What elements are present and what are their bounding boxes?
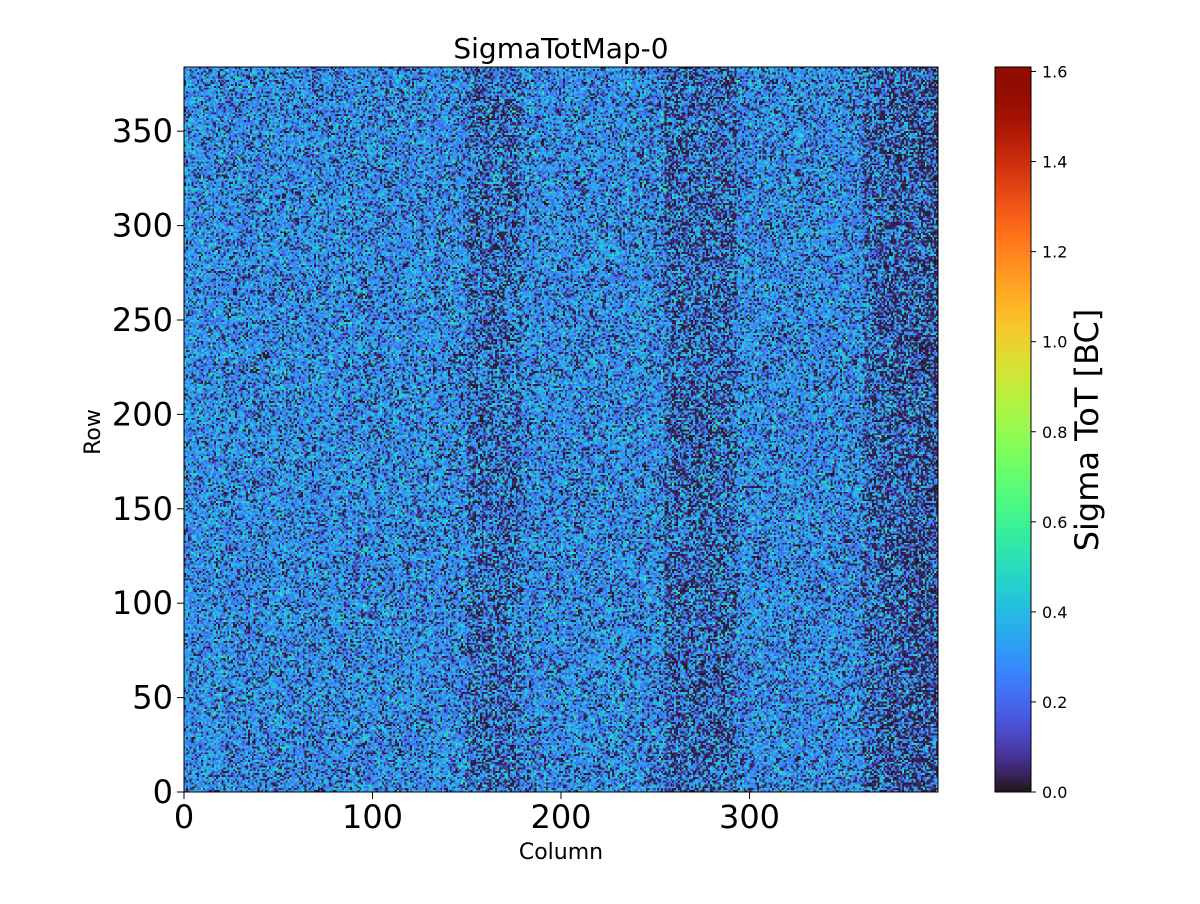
x-tick-label: 200 — [530, 798, 591, 836]
colorbar-tick-label: 1.6 — [1042, 63, 1067, 82]
colorbar-tick-label: 1.2 — [1042, 243, 1067, 262]
colorbar-tick-label: 0.6 — [1042, 513, 1067, 532]
colorbar-label: Sigma ToT [BC] — [1068, 309, 1106, 552]
x-axis-label: Column — [519, 840, 603, 865]
colorbar-tick-label: 0.0 — [1042, 783, 1067, 802]
y-tick-label: 100 — [112, 584, 173, 622]
y-tick-label: 150 — [112, 490, 173, 528]
colorbar-tick-label: 0.2 — [1042, 693, 1067, 712]
y-tick-label: 300 — [112, 207, 173, 245]
colorbar: 0.0 0.2 0.4 0.6 0.8 1.0 1.2 1.4 1.6 Sigma ToT [B… — [994, 63, 1106, 802]
y-axis: 0 50 100 150 200 250 300 350 — [112, 112, 184, 811]
colorbar-frame — [994, 66, 1032, 793]
y-tick-label: 50 — [132, 679, 173, 717]
heatmap-image — [184, 67, 938, 792]
x-tick-label: 100 — [342, 798, 403, 836]
colorbar-gradient — [995, 67, 1031, 792]
y-tick-label: 200 — [112, 395, 173, 433]
colorbar-tick-label: 1.4 — [1042, 153, 1067, 172]
colorbar-tick-label: 0.4 — [1042, 603, 1067, 622]
y-tick-label: 0 — [153, 773, 173, 811]
y-tick-label: 250 — [112, 301, 173, 339]
colorbar-axis: 0.0 0.2 0.4 0.6 0.8 1.0 1.2 1.4 1.6 — [1031, 63, 1067, 802]
x-axis: 0 100 200 300 — [174, 792, 780, 836]
colorbar-tick-label: 1.0 — [1042, 333, 1067, 352]
x-tick-label: 300 — [719, 798, 780, 836]
colorbar-tick-label: 0.8 — [1042, 423, 1067, 442]
y-tick-label: 350 — [112, 112, 173, 150]
y-axis-label: Row — [81, 409, 106, 455]
chart-title: SigmaTotMap-0 — [453, 32, 668, 65]
x-tick-label: 0 — [174, 798, 194, 836]
plot-area — [183, 66, 939, 793]
